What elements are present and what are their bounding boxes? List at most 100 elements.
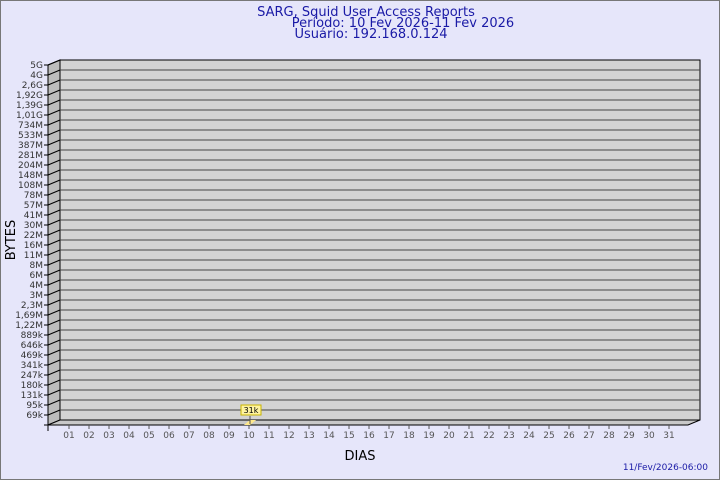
gridline-side [47,209,61,216]
footer-timestamp: 11/Fev/2026-06:00 [623,463,708,473]
y-tick-label: 2,6G [22,81,43,91]
gridline-side [47,109,61,116]
y-tick-label: 1,92G [16,91,43,101]
chart-period: Período: 10 Fev 2026-11 Fev 2026 [292,16,514,31]
gridline-side [47,159,61,166]
y-tick-label: 95k [26,401,43,411]
gridline-side [47,389,61,396]
gridline-side [47,399,61,406]
y-tick-label: 78M [24,191,43,201]
gridline-side [47,329,61,336]
gridline-side [47,289,61,296]
y-tick-label: 1,22M [15,321,43,331]
y-tick-label: 889k [21,331,44,341]
y-tick-label: 11M [24,251,43,261]
gridline-side [47,169,61,176]
y-tick-label: 247k [21,371,44,381]
gridline-side [47,299,61,306]
y-tick-label: 5G [30,61,43,71]
x-tick-label: 02 [83,431,94,441]
gridline-side [47,279,61,286]
bar-data-label: 31k [244,406,259,415]
x-tick-label: 14 [323,431,335,441]
gridline-side [47,89,61,96]
gridline-side [47,229,61,236]
y-tick-label: 148M [18,171,43,181]
gridline-side [47,379,61,386]
x-tick-label: 13 [303,431,314,441]
y-tick-label: 281M [18,151,43,161]
gridline-side [47,319,61,326]
bar-label-box [240,404,262,416]
y-tick-label: 1,01G [16,111,43,121]
x-tick-label: 01 [63,431,74,441]
gridline-side [47,119,61,126]
gridline-side [47,189,61,196]
chart-title: SARG, Squid User Access Reports [257,5,475,20]
y-tick-label: 387M [18,141,43,151]
gridline-side [47,219,61,226]
gridline-side [47,339,61,346]
x-tick-label: 10 [243,431,255,441]
gridline-side [47,349,61,356]
gridline-side [47,259,61,266]
y-tick-label: 6M [30,271,44,281]
x-tick-label: 08 [203,431,215,441]
x-tick-label: 20 [443,431,455,441]
x-tick-label: 18 [403,431,415,441]
gridline-side [47,239,61,246]
x-tick-label: 26 [563,431,575,441]
y-tick-label: 533M [18,131,43,141]
gridline-side [47,139,61,146]
gridline-side [47,369,61,376]
gridline-side [47,269,61,276]
gridline-side [47,359,61,366]
x-tick-label: 30 [643,431,655,441]
y-tick-label: 204M [18,161,43,171]
x-tick-label: 06 [163,431,175,441]
gridline-side [47,79,61,86]
x-tick-label: 28 [603,431,615,441]
x-tick-label: 25 [543,431,554,441]
y-tick-label: 734M [18,121,43,131]
gridline-side [47,409,61,416]
floor [47,419,701,426]
x-tick-label: 27 [583,431,594,441]
y-tick-label: 646k [21,341,44,351]
y-tick-label: 8M [30,261,44,271]
gridline-side [47,249,61,256]
y-tick-label: 69k [26,411,43,421]
x-tick-label: 04 [123,431,135,441]
x-tick-label: 23 [503,431,514,441]
y-tick-label: 3M [30,291,44,301]
y-tick-label: 22M [24,231,43,241]
x-tick-label: 21 [463,431,474,441]
y-axis-label: BYTES [4,220,19,261]
y-tick-label: 4G [30,71,43,81]
gridline-side [47,99,61,106]
y-tick-label: 57M [24,201,43,211]
y-tick-label: 41M [24,211,43,221]
x-axis-label: DIAS [345,449,376,464]
x-tick-label: 15 [343,431,354,441]
y-tick-label: 131k [21,391,44,401]
x-tick-label: 03 [103,431,114,441]
x-tick-label: 17 [383,431,394,441]
gridline-side [47,179,61,186]
y-tick-label: 1,69M [15,311,43,321]
y-tick-label: 30M [24,221,43,231]
x-tick-label: 05 [143,431,154,441]
y-tick-label: 108M [18,181,43,191]
x-tick-label: 19 [423,431,435,441]
y-tick-label: 2,3M [21,301,43,311]
x-tick-label: 12 [283,431,294,441]
y-tick-label: 469k [21,351,44,361]
x-tick-label: 22 [483,431,494,441]
x-tick-label: 16 [363,431,375,441]
gridline-side [47,129,61,136]
y-tick-label: 16M [24,241,43,251]
y-tick-label: 341k [21,361,44,371]
x-tick-label: 24 [523,431,535,441]
x-tick-label: 31 [663,431,674,441]
